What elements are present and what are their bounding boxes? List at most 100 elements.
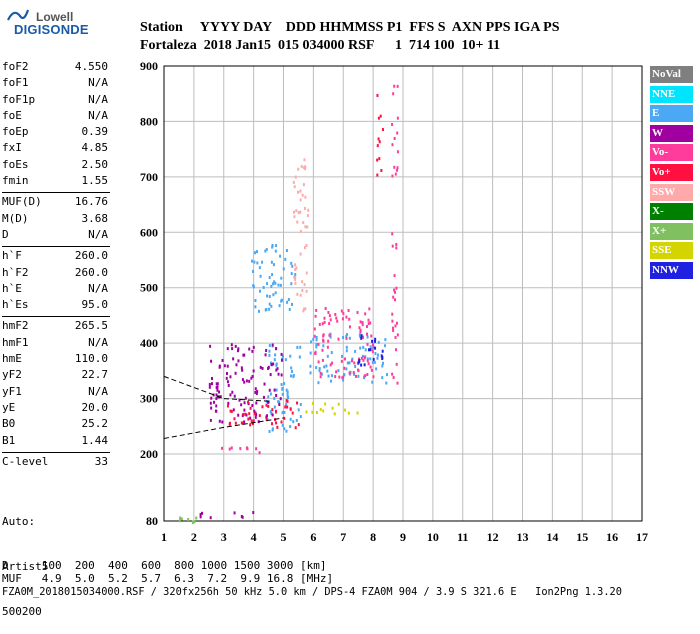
data-point (256, 261, 259, 265)
data-point (371, 343, 374, 347)
data-point (346, 361, 349, 365)
legend-item-vo: Vo- (650, 144, 693, 162)
param-value: 265.5 (74, 319, 108, 333)
data-point (281, 423, 284, 427)
param-name: C-level (2, 454, 49, 468)
data-point (282, 410, 285, 414)
x-tick-label: 8 (370, 530, 376, 544)
data-point (392, 92, 395, 96)
param-row: MUF(D) 16.76 (2, 195, 108, 211)
data-point (281, 354, 284, 358)
data-point (280, 373, 283, 377)
data-point (297, 408, 300, 412)
param-value: N/A (88, 92, 108, 106)
data-point (253, 260, 256, 264)
data-point (391, 244, 394, 248)
data-point (297, 190, 300, 194)
data-point (280, 358, 283, 362)
data-point (280, 420, 283, 424)
data-point (265, 418, 268, 422)
param-row: foE N/A (2, 109, 108, 125)
y-tick-label: 900 (140, 59, 158, 73)
data-point (238, 398, 241, 402)
data-point (375, 367, 378, 371)
data-point (249, 416, 252, 420)
data-point (221, 446, 224, 450)
data-point (377, 340, 380, 344)
data-point (281, 392, 284, 396)
data-point (262, 285, 265, 289)
data-point (223, 364, 226, 368)
data-point (195, 516, 198, 520)
data-point (395, 321, 398, 325)
data-point (250, 419, 253, 423)
data-point (299, 198, 302, 202)
data-point (360, 356, 363, 360)
data-point (345, 336, 348, 340)
data-point (395, 242, 398, 246)
param-name: B0 (2, 417, 16, 431)
param-row: M(D) 3.68 (2, 212, 108, 228)
data-point (391, 326, 394, 330)
data-point (299, 403, 302, 407)
data-point (318, 369, 321, 373)
param-name: MUF(D) (2, 195, 42, 209)
x-tick-label: 11 (457, 530, 468, 544)
data-point (325, 364, 328, 368)
data-point (215, 393, 218, 397)
data-point (240, 421, 243, 425)
data-point (361, 354, 364, 358)
data-point (268, 307, 271, 311)
data-point (279, 397, 282, 401)
data-point (251, 374, 254, 378)
data-point (296, 292, 299, 296)
param-row: fxI 4.85 (2, 141, 108, 157)
data-point (359, 320, 362, 324)
data-point (345, 315, 348, 319)
data-point (235, 363, 238, 367)
data-point (370, 334, 373, 338)
data-point (285, 429, 288, 433)
data-point (255, 447, 258, 451)
data-point (267, 395, 270, 399)
data-point (230, 409, 233, 413)
data-point (271, 428, 274, 432)
data-point (374, 346, 377, 350)
data-point (347, 411, 350, 415)
data-point (270, 411, 273, 415)
param-separator (2, 316, 110, 318)
data-point (269, 373, 272, 377)
data-point (280, 276, 283, 280)
data-point (371, 361, 374, 365)
data-point (280, 298, 283, 302)
data-point (326, 369, 329, 373)
data-point (215, 404, 218, 408)
data-point (378, 140, 381, 144)
param-row: fmin 1.55 (2, 174, 108, 190)
legend-item-vo: Vo+ (650, 164, 693, 181)
data-point (315, 308, 318, 312)
data-point (289, 374, 292, 378)
data-point (337, 369, 340, 373)
data-point (228, 447, 231, 451)
digisonde-logo-icon (7, 9, 30, 21)
data-point (303, 246, 306, 250)
data-point (243, 380, 246, 384)
data-point (286, 300, 289, 304)
data-point (271, 343, 274, 347)
data-point (230, 343, 233, 347)
data-point (261, 405, 264, 409)
data-point (354, 349, 357, 353)
data-point (256, 250, 259, 254)
data-point (315, 338, 318, 342)
data-point (343, 357, 346, 361)
data-point (237, 413, 240, 417)
data-point (303, 307, 306, 311)
data-point (209, 344, 212, 348)
logo-line2: DIGISONDE (14, 22, 89, 37)
data-point (266, 282, 269, 286)
data-point (376, 158, 379, 162)
data-point (254, 387, 257, 391)
header-line2: Fortaleza 2018 Jan15 015 034000 RSF 1 71… (140, 38, 501, 53)
data-point (273, 358, 276, 362)
